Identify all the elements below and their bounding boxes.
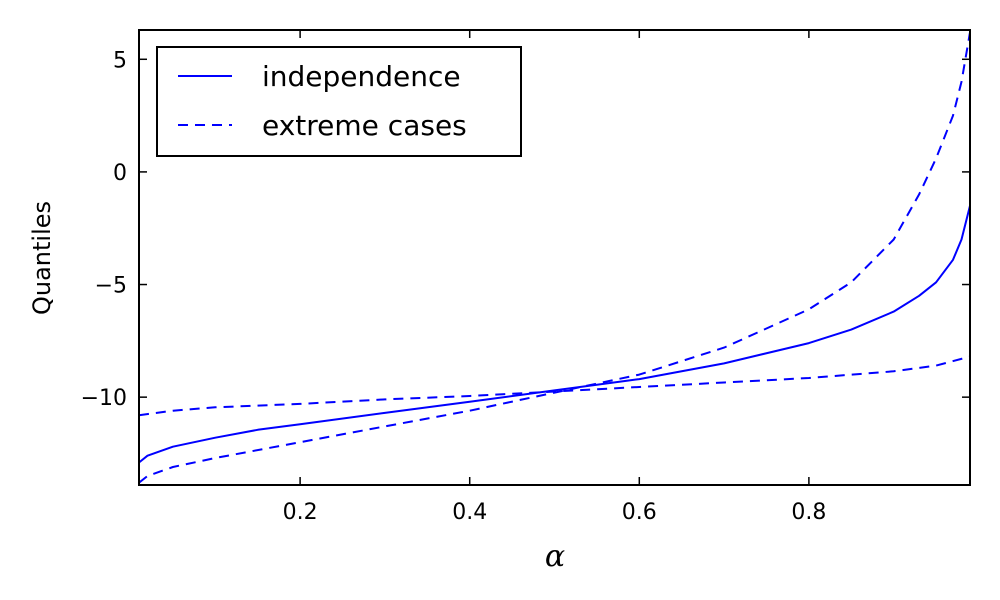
legend: independence extreme cases [156,46,522,157]
y-tick-label: 5 [113,48,127,73]
y-axis-label: Quantiles [28,201,56,315]
y-tick-label: −5 [95,274,127,299]
x-tick-label: 0.2 [283,500,318,525]
series-lines [138,32,971,484]
x-axis-label: α [545,539,565,574]
series-line-extreme-cases-2 [138,355,971,417]
y-tick-label: 0 [113,161,127,186]
axis-ticks [139,30,970,485]
series-line-independence [138,205,971,464]
y-tick-label: −10 [81,386,127,411]
tick-labels: 0.2 0.4 0.6 0.8 5 0 −5 −10 [81,48,827,525]
series-line-extreme-cases-1 [138,32,971,484]
legend-label-extreme-cases: extreme cases [262,109,467,142]
x-tick-label: 0.6 [622,500,657,525]
legend-label-independence: independence [262,60,461,93]
x-tick-label: 0.4 [452,500,487,525]
x-tick-label: 0.8 [791,500,826,525]
legend-box [156,46,522,157]
plot-frame [138,29,971,486]
